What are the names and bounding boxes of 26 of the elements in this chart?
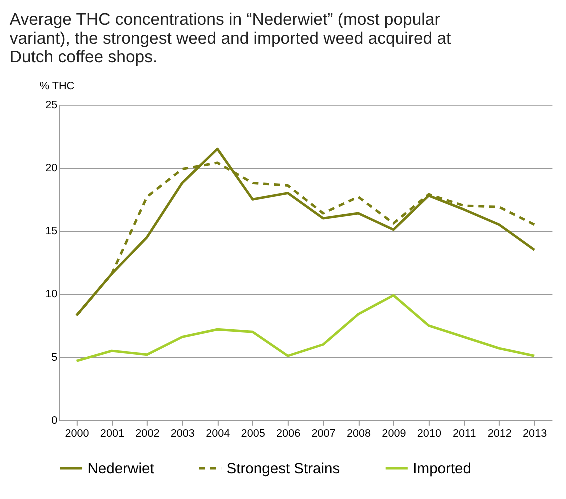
x-tick-label: 2000	[65, 428, 90, 440]
x-tick-label: 2009	[382, 428, 406, 440]
legend-label: Imported	[413, 461, 472, 478]
y-tick-label: 0	[52, 414, 58, 427]
y-axis-title: % THC	[40, 80, 75, 93]
x-tick-label: 2001	[100, 428, 125, 440]
y-tick-label: 25	[46, 99, 58, 112]
x-tick-label: 2002	[136, 428, 160, 440]
x-tick-label: 2003	[170, 428, 195, 440]
x-tick-label: 2013	[523, 428, 548, 440]
legend-label: Strongest Strains	[226, 461, 340, 478]
x-tick-label: 2007	[312, 428, 336, 440]
y-tick-label: 10	[46, 288, 58, 301]
line-series	[76, 294, 536, 362]
x-tick-label: 2006	[276, 428, 301, 440]
x-tick-label: 2012	[488, 428, 512, 440]
x-tick-label: 2005	[241, 428, 266, 440]
x-tick-label: 2008	[346, 428, 372, 440]
y-tick-label: 20	[46, 162, 58, 175]
x-tick-label: 2010	[417, 428, 442, 440]
y-tick-label: 5	[52, 352, 58, 364]
legend-label: Nederwiet	[88, 461, 154, 478]
y-tick-label: 15	[46, 226, 58, 238]
x-tick-label: 2011	[453, 428, 476, 440]
x-tick-label: 2004	[206, 428, 230, 440]
chart-title: Average THC concentrations in “Nederwiet” (most popular variant), the strongest weed and imported weed acquired at Dutch coffee shops.	[10, 10, 452, 67]
